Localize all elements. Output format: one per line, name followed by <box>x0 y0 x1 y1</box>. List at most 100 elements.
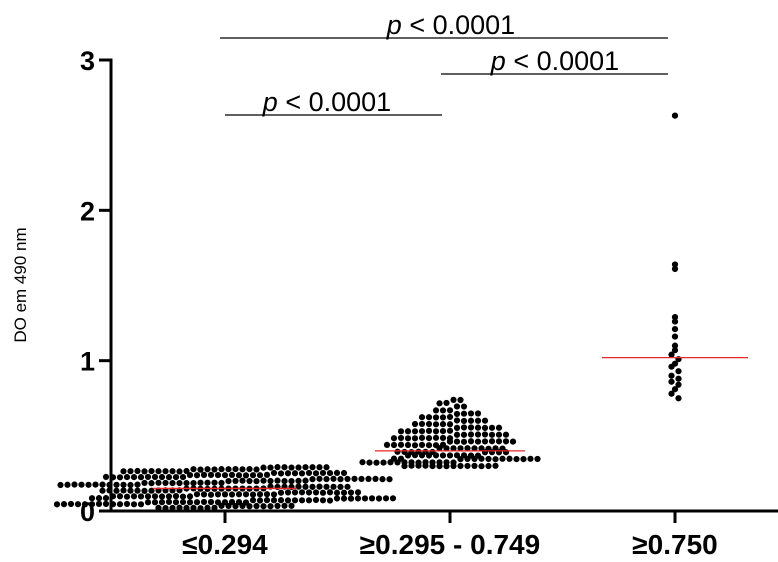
data-point <box>394 459 401 466</box>
data-point <box>347 489 355 496</box>
data-point <box>176 468 183 475</box>
data-point <box>668 351 675 358</box>
data-point <box>53 501 61 508</box>
data-point <box>467 438 475 445</box>
data-point <box>323 464 330 471</box>
data-point <box>467 431 475 438</box>
data-point <box>439 414 447 421</box>
data-point <box>404 441 412 449</box>
data-point <box>432 421 440 428</box>
data-point <box>478 455 485 462</box>
data-point <box>380 459 387 466</box>
data-point <box>443 445 450 452</box>
data-point <box>71 481 78 488</box>
data-point <box>221 491 229 498</box>
data-point <box>295 477 302 484</box>
data-point <box>418 452 426 459</box>
data-point <box>460 431 468 438</box>
data-point <box>263 471 271 478</box>
data-point <box>113 481 120 488</box>
data-point <box>319 469 327 477</box>
data-point <box>200 498 208 506</box>
data-point <box>74 501 82 508</box>
data-point <box>418 414 426 421</box>
data-point <box>305 497 313 504</box>
data-point <box>425 420 433 428</box>
data-point <box>499 455 506 462</box>
data-point <box>453 410 461 418</box>
x-category-label: ≥0.750 <box>632 529 717 560</box>
data-point <box>162 479 169 487</box>
data-point <box>130 473 138 481</box>
data-point <box>309 464 316 471</box>
data-point <box>446 407 454 414</box>
data-point <box>211 504 218 511</box>
data-point <box>453 424 461 431</box>
data-point <box>401 462 408 470</box>
data-point <box>246 477 253 485</box>
data-point <box>404 435 412 442</box>
data-point <box>326 497 334 504</box>
axes: 0 1 2 3 ≤0.294 ≥0.295 - 0.749 ≥0.750 <box>80 46 778 560</box>
data-point <box>316 464 323 471</box>
data-point <box>457 456 464 463</box>
data-point <box>298 470 306 477</box>
data-point <box>155 479 162 486</box>
data-point <box>513 455 520 463</box>
data-point <box>225 478 232 485</box>
data-point <box>404 428 412 435</box>
data-point <box>305 469 313 477</box>
y-axis-label: DO em 490 nm <box>11 227 30 342</box>
data-point <box>347 495 355 502</box>
data-point <box>460 424 468 431</box>
data-point <box>137 501 145 508</box>
data-point <box>256 472 264 479</box>
data-point <box>495 438 503 445</box>
x-category-label: ≤0.294 <box>182 529 268 560</box>
data-point <box>183 467 190 475</box>
data-point <box>169 480 176 487</box>
p-threshold: < 0.0001 <box>278 87 391 117</box>
data-point <box>432 434 440 441</box>
data-point <box>478 463 485 470</box>
data-point <box>375 495 383 502</box>
data-point <box>183 504 190 511</box>
data-point <box>481 438 489 445</box>
data-point <box>127 481 134 489</box>
data-point <box>130 493 138 500</box>
data-point <box>492 462 499 469</box>
data-point <box>127 468 134 475</box>
data-point <box>302 483 309 490</box>
data-point <box>340 469 348 477</box>
data-point <box>460 410 468 417</box>
data-point <box>386 476 393 483</box>
data-point <box>379 476 386 483</box>
data-point <box>253 502 260 510</box>
data-point <box>190 504 197 511</box>
y-tick-label: 3 <box>80 46 95 76</box>
data-point <box>326 469 334 477</box>
y-tick-label: 1 <box>80 347 95 377</box>
data-point <box>228 471 236 479</box>
data-point <box>260 477 267 484</box>
data-point <box>239 466 246 473</box>
data-point <box>120 468 127 475</box>
data-point <box>179 498 187 506</box>
data-point <box>102 473 110 481</box>
data-point <box>225 466 232 473</box>
mean-lines <box>153 357 748 490</box>
p-threshold: < 0.0001 <box>402 10 515 40</box>
data-point <box>193 499 201 506</box>
data-point <box>249 472 257 479</box>
data-point <box>425 452 433 459</box>
data-point <box>218 466 225 473</box>
data-point <box>354 489 362 496</box>
data-point <box>228 491 236 498</box>
data-point <box>232 477 239 485</box>
data-point <box>253 478 260 485</box>
data-point <box>116 501 124 508</box>
data-point <box>305 489 313 496</box>
data-point <box>471 455 478 463</box>
data-point <box>99 481 106 488</box>
